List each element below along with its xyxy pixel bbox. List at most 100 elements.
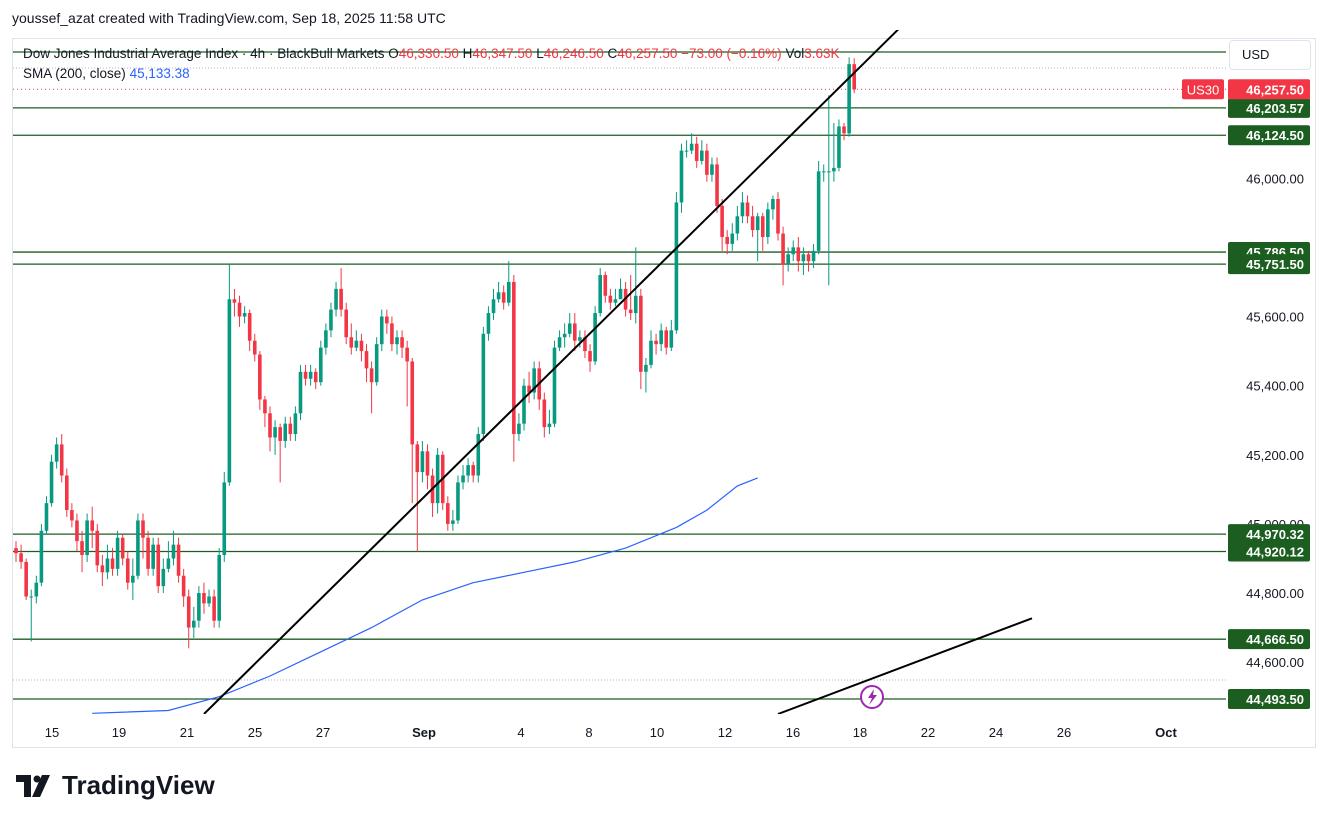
candle-body <box>603 275 608 296</box>
trendline <box>203 30 900 714</box>
legend-open: 46,330.50 <box>398 46 459 61</box>
candle-body <box>425 451 430 476</box>
candle-body <box>562 333 567 338</box>
level-label: 44,970.32 <box>1246 527 1304 542</box>
trendlines <box>203 30 1033 714</box>
time-tick-label: 8 <box>585 725 592 740</box>
candle-body <box>100 565 105 573</box>
candle-body <box>750 216 755 231</box>
level-badge <box>1228 97 1310 118</box>
candle-body <box>532 368 536 393</box>
candle-body <box>796 247 801 262</box>
legend-close-label: C <box>607 46 618 61</box>
sma-line <box>92 477 758 714</box>
level-badge <box>1228 254 1310 275</box>
candle-body <box>364 351 369 369</box>
candle-body <box>552 347 557 424</box>
candle-body <box>212 596 216 621</box>
trendline <box>777 617 1033 714</box>
candle-body <box>557 337 562 348</box>
currency-button[interactable]: USD <box>1229 40 1311 70</box>
candle-body <box>725 237 729 244</box>
candle-body <box>349 337 354 348</box>
candle-body <box>522 385 526 424</box>
candle-body <box>247 313 252 341</box>
candle-body <box>689 143 694 151</box>
candle-body <box>578 337 582 341</box>
price-tick-label: 44,600.00 <box>1246 655 1304 670</box>
candle-body <box>252 340 257 355</box>
candle-body <box>827 171 831 173</box>
candle-body <box>186 596 191 628</box>
sma-200-line <box>92 477 758 714</box>
candle-body <box>227 299 232 483</box>
candle-body <box>471 465 475 476</box>
candle-body <box>456 482 460 521</box>
legend-symbol: Dow Jones Industrial Average Index <box>23 46 239 61</box>
candle-body <box>791 247 796 255</box>
candle-body <box>354 340 359 348</box>
time-tick-label: 4 <box>517 725 524 740</box>
level-badge <box>1228 629 1310 650</box>
candle-body <box>669 330 674 348</box>
candle-body <box>628 309 633 314</box>
candle-body <box>847 64 851 134</box>
candle-body <box>700 150 704 161</box>
candle-body <box>517 423 521 435</box>
candle-body <box>192 620 196 628</box>
horizontal-levels <box>13 51 1226 700</box>
candle-body <box>395 337 399 345</box>
time-tick-label: 19 <box>112 725 126 740</box>
candle-body <box>263 399 267 414</box>
candle-body <box>735 216 740 234</box>
candle-body <box>476 434 481 476</box>
level-label: 44,920.12 <box>1246 545 1304 560</box>
candle-body <box>197 593 201 621</box>
candle-body <box>816 171 821 251</box>
candle-body <box>151 544 155 569</box>
candles <box>14 57 856 649</box>
candle-body <box>19 553 23 562</box>
candle-body <box>268 413 272 438</box>
candle-body <box>649 340 653 365</box>
current-price-label: 46,257.50 <box>1246 82 1304 97</box>
sma-legend[interactable]: SMA (200, close) 45,133.38 <box>23 66 190 81</box>
candle-body <box>766 209 770 238</box>
sma-label: SMA (200, close) <box>23 66 126 81</box>
time-axis: 15 19 21 25 27 Sep 4 8 10 12 16 18 22 24 26 Oct <box>45 725 1178 740</box>
legend-interval: 4h <box>250 46 266 61</box>
time-tick-label: 27 <box>316 725 330 740</box>
candle-body <box>776 198 780 234</box>
candle-body <box>506 281 511 303</box>
candle-body <box>44 503 49 531</box>
symbol-badge-label: US30 <box>1187 82 1220 97</box>
symbol-legend[interactable]: Dow Jones Industrial Average Index · 4h … <box>23 46 840 61</box>
candle-body <box>39 530 44 583</box>
candle-body <box>278 427 282 441</box>
candle-body <box>176 544 181 576</box>
candle-body <box>542 399 547 428</box>
symbol-badge <box>1182 79 1224 100</box>
level-label: 46,124.50 <box>1246 128 1304 143</box>
candle-body <box>435 454 440 504</box>
legend-low-label: L <box>536 46 544 61</box>
candle-body <box>59 444 64 476</box>
candle-body <box>283 423 288 441</box>
price-tick-label: 45,600.00 <box>1246 310 1304 325</box>
candle-body <box>588 351 592 362</box>
level-label: 46,203.57 <box>1246 101 1304 116</box>
candle-body <box>598 275 602 314</box>
candle-body <box>573 323 577 341</box>
candle-body <box>385 316 389 324</box>
candle-body <box>461 475 465 483</box>
candle-body <box>674 202 679 331</box>
price-tick-label: 45,400.00 <box>1246 379 1304 394</box>
candle-body <box>481 333 486 435</box>
candle-body <box>334 288 338 310</box>
candle-body <box>405 347 409 362</box>
alert-icon[interactable] <box>860 685 884 709</box>
level-badge <box>1228 688 1310 709</box>
time-tick-label: 26 <box>1057 725 1071 740</box>
candle-body <box>115 537 120 569</box>
